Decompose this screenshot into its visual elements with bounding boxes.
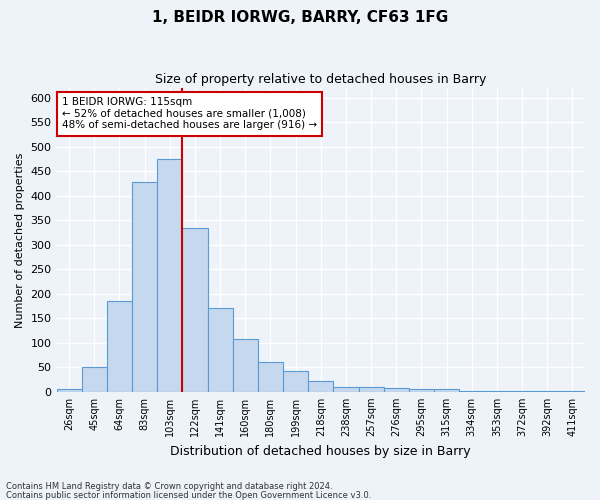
Text: 1, BEIDR IORWG, BARRY, CF63 1FG: 1, BEIDR IORWG, BARRY, CF63 1FG [152, 10, 448, 25]
Bar [56, 390, 82, 392]
Bar [484, 391, 509, 392]
Bar [208, 308, 233, 392]
Bar [308, 381, 334, 392]
X-axis label: Distribution of detached houses by size in Barry: Distribution of detached houses by size … [170, 444, 471, 458]
Bar [107, 301, 132, 392]
Bar [560, 391, 585, 392]
Bar [82, 368, 107, 392]
Bar [233, 340, 258, 392]
Bar [383, 388, 409, 392]
Bar [434, 390, 459, 392]
Bar [182, 228, 208, 392]
Text: Contains public sector information licensed under the Open Government Licence v3: Contains public sector information licen… [6, 490, 371, 500]
Bar [459, 391, 484, 392]
Text: 1 BEIDR IORWG: 115sqm
← 52% of detached houses are smaller (1,008)
48% of semi-d: 1 BEIDR IORWG: 115sqm ← 52% of detached … [62, 97, 317, 130]
Bar [334, 387, 359, 392]
Bar [132, 182, 157, 392]
Bar [258, 362, 283, 392]
Text: Contains HM Land Registry data © Crown copyright and database right 2024.: Contains HM Land Registry data © Crown c… [6, 482, 332, 491]
Bar [409, 390, 434, 392]
Bar [535, 391, 560, 392]
Title: Size of property relative to detached houses in Barry: Size of property relative to detached ho… [155, 72, 487, 86]
Y-axis label: Number of detached properties: Number of detached properties [15, 152, 25, 328]
Bar [283, 370, 308, 392]
Bar [359, 387, 383, 392]
Bar [157, 159, 182, 392]
